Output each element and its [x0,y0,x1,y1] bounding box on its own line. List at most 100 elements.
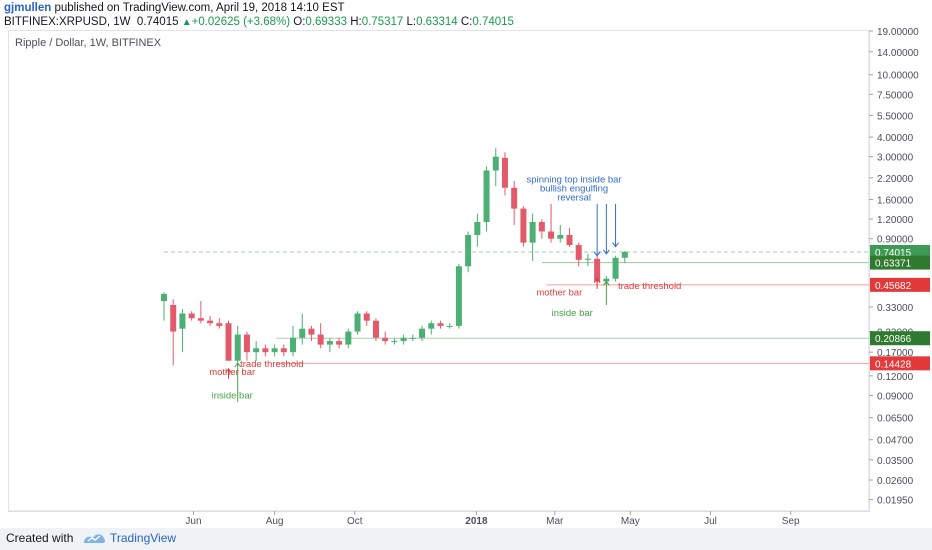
tradingview-brand[interactable]: TradingView [110,531,177,545]
price-change: +0.02625 (+3.68%) [191,16,291,28]
y-tick-label: 5.50000 [877,111,914,122]
candle-body [483,170,490,222]
y-tick-label: 7.50000 [877,90,914,101]
candle-body [271,348,278,353]
candle-body [225,323,232,361]
price-label-box [870,277,930,292]
candle-body [584,258,591,260]
candle-body [419,328,426,338]
candle-body [207,320,214,324]
price-chart[interactable]: Ripple / Dollar, 1W, BITFINEX 19.00000 14.… [0,0,932,528]
price-label-box [870,244,930,259]
candle-body [400,337,407,342]
annotation-arrowhead [602,249,610,255]
candle-body [354,313,361,332]
chart-header: gjmullen published on TradingView.com, A… [0,0,932,30]
candle-body [382,337,389,342]
created-with-text: Created with [6,531,74,545]
candle-body [621,252,628,258]
y-tick-label: 0.06500 [877,414,914,425]
ohlc-line: BITFINEX:XRPUSD, 1W 0.74015 ▲+0.02625 (+… [4,15,514,30]
up-arrow-icon: ▲ [181,17,192,28]
candle-body [455,266,462,326]
published-text: published on TradingView.com, April 19, … [54,2,345,14]
candle-body [326,341,333,345]
price-label: 0.74015 [875,248,912,259]
candle-body [492,156,499,171]
candle-body [280,348,287,353]
chart-annotation: mother bar [536,288,582,299]
annotation-arrowhead [612,242,619,248]
candle-body [557,234,564,239]
candle-body [391,341,398,343]
candle-body [538,221,545,232]
chart-annotation: spinning top inside bar [527,175,622,186]
chart-annotation: mother bar [209,367,255,378]
y-tick-label: 4.00000 [877,133,914,144]
candle-body [575,245,582,260]
candle-body [520,208,527,243]
chart-annotation: trade threshold [240,359,303,370]
price-label: 0.14428 [875,359,912,370]
annotation-arrowhead [602,280,610,286]
price-label-box [870,331,930,346]
y-tick-label: 0.12000 [877,372,914,383]
candle-body [243,334,250,353]
y-tick-label: 0.04700 [877,436,914,447]
candle-body [253,348,260,353]
x-tick-label: Sep [782,516,800,527]
last-price: 0.74015 [136,16,179,28]
y-tick-label: 0.33000 [877,303,914,314]
y-tick-label: 0.09000 [877,391,914,402]
annotation-arrowhead [593,277,601,284]
y-tick-label: 1.60000 [877,196,914,207]
price-label: 0.45682 [875,281,912,292]
annotation-arrowhead [234,362,242,368]
price-label-box [870,356,930,371]
x-tick-label: Jun [185,516,201,527]
open-value: 0.69333 [305,16,347,28]
candle-body [216,323,223,326]
x-tick-label: Jul [704,516,717,527]
candle-body [161,293,167,302]
candle-body [409,337,416,339]
y-tick-label: 14.00000 [877,48,919,59]
candle-body [308,328,315,335]
candle-body [548,231,555,239]
candle-body [188,313,195,319]
author-link[interactable]: gjmullen [4,2,52,14]
chart-annotation: bullish engulfing [540,183,608,194]
close-label: C: [460,16,473,28]
x-tick-label: May [621,516,640,527]
candle-body [234,334,241,361]
chart-annotation: inside bar [212,391,253,402]
candle-body [262,348,269,353]
x-tick-label: 2018 [465,516,488,527]
y-tick-label: 0.03500 [877,456,914,467]
candle-body [428,323,435,329]
chart-annotation: trade threshold [618,281,681,292]
y-tick-label: 2.20000 [877,174,914,185]
candle-body [317,334,324,345]
candle-body [299,328,306,338]
candle-body [197,318,204,321]
candle-body [345,331,352,345]
candle-body [465,234,472,267]
high-label: H: [350,16,362,28]
y-tick-label: 1.20000 [877,215,914,226]
tradingview-logo-icon[interactable] [82,530,106,546]
candle-body [372,320,379,338]
low-label: L: [406,16,417,28]
candle-body [529,221,536,243]
candle-body [612,257,619,279]
x-tick-label: Mar [546,516,564,527]
low-value: 0.63314 [416,16,458,28]
candle-body [603,278,610,282]
publish-line: gjmullen published on TradingView.com, A… [4,1,345,15]
y-tick-label: 0.01950 [877,496,914,507]
candle-body [336,341,343,345]
y-tick-label: 0.90000 [877,235,914,246]
price-label-box [870,255,930,270]
open-label: O: [293,16,306,28]
chart-annotation: reversal [557,192,591,203]
